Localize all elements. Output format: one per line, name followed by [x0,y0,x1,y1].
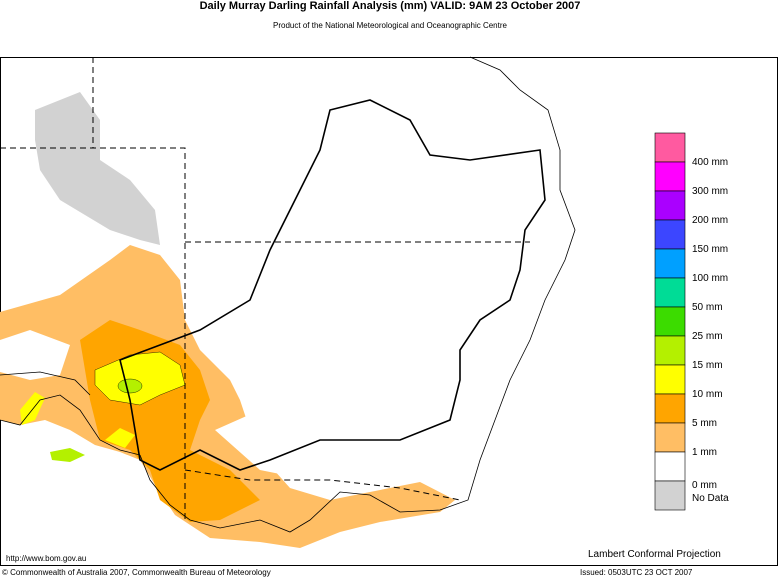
basin-boundary [119,99,546,471]
legend: 400 mm 300 mm 200 mm 150 mm 100 mm 50 mm 25 mm… [654,132,729,511]
legend-label: 1 mm [692,447,717,458]
legend-swatch [654,248,686,279]
legend-label: 10 mm [692,389,723,400]
issued: Issued: 0503UTC 23 OCT 2007 [580,568,693,577]
legend-swatch [654,306,686,337]
projection: Lambert Conformal Projection [588,549,721,560]
legend-label: 50 mm [692,302,723,313]
legend-label: 100 mm [692,273,728,284]
legend-label: 200 mm [692,215,728,226]
rain-10mm [94,351,186,406]
rain-15mm [50,448,85,462]
rain-10mm [105,428,135,448]
copyright: © Commonwealth of Australia 2007, Common… [2,568,271,577]
legend-swatch [654,219,686,250]
legend-label: No Data [692,493,729,504]
dry-area [0,330,70,380]
state-borders [0,57,530,520]
legend-swatch [654,393,686,424]
no-data-area [35,92,160,245]
legend-label: 150 mm [692,244,728,255]
dry-area [215,410,420,480]
rain-1mm [0,245,455,548]
map-content [0,56,576,548]
legend-label: 300 mm [692,186,728,197]
legend-swatch [654,132,686,163]
url: http://www.bom.gov.au [6,554,86,563]
legend-swatch [654,480,686,511]
legend-swatch [654,161,686,192]
legend-label: 5 mm [692,418,717,429]
title: Daily Murray Darling Rainfall Analysis (… [200,0,581,12]
legend-swatch [654,451,686,482]
legend-label: 400 mm [692,157,728,168]
legend-label: 0 mm [692,480,717,491]
legend-label: 15 mm [692,360,723,371]
legend-swatch [654,277,686,308]
subtitle: Product of the National Meteorological a… [273,21,507,30]
legend-label: 25 mm [692,331,723,342]
rain-15mm [117,378,143,394]
legend-swatch [654,422,686,453]
legend-swatch [654,190,686,221]
coastline [0,56,576,533]
legend-swatch [654,335,686,366]
legend-swatch [654,364,686,395]
